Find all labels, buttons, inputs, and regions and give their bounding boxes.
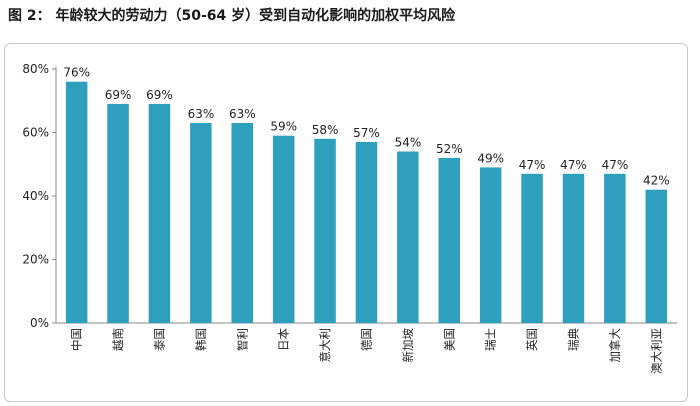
bar-chart: 0% 20% 40% 60% 80% 76% 中国 69% 越南 69% 泰国 63% 韩国 63% 智利 5… bbox=[22, 62, 677, 374]
bar bbox=[645, 189, 667, 323]
y-tick-label: 0% bbox=[30, 316, 49, 330]
y-tick-label: 60% bbox=[22, 126, 49, 140]
y-tick-label: 20% bbox=[22, 253, 49, 267]
bar-value-label: 57% bbox=[353, 126, 380, 140]
bar bbox=[479, 167, 502, 323]
x-category-label: 澳大利亚 bbox=[649, 328, 663, 374]
x-category-label: 美国 bbox=[442, 328, 456, 351]
bar-value-label: 59% bbox=[270, 120, 297, 134]
bar bbox=[314, 138, 336, 323]
bar-value-label: 47% bbox=[519, 158, 546, 172]
bar bbox=[438, 157, 460, 323]
bar bbox=[272, 135, 295, 323]
bar bbox=[355, 142, 378, 323]
bar-value-label: 76% bbox=[63, 66, 90, 80]
x-category-label: 韩国 bbox=[194, 328, 208, 351]
x-category-label: 德国 bbox=[360, 328, 374, 351]
y-tick-label: 40% bbox=[22, 189, 49, 203]
bar-value-label: 63% bbox=[229, 107, 256, 121]
bar-value-label: 49% bbox=[477, 151, 504, 165]
y-tick-label: 80% bbox=[22, 62, 49, 76]
chart-frame: 0% 20% 40% 60% 80% 76% 中国 69% 越南 69% 泰国 63% 韩国 63% 智利 5… bbox=[4, 43, 688, 402]
bar-value-label: 47% bbox=[602, 158, 629, 172]
bar bbox=[521, 173, 543, 323]
bar bbox=[562, 173, 585, 323]
x-category-label: 英国 bbox=[525, 328, 539, 351]
bar-value-label: 47% bbox=[560, 158, 587, 172]
bar bbox=[148, 103, 171, 324]
x-category-label: 越南 bbox=[111, 328, 125, 351]
bar bbox=[231, 123, 253, 323]
bar bbox=[65, 81, 88, 323]
x-category-label: 瑞典 bbox=[567, 328, 581, 351]
bar bbox=[107, 103, 129, 324]
bar-value-label: 69% bbox=[146, 88, 173, 102]
x-category-label: 智利 bbox=[235, 328, 249, 351]
x-category-label: 意大利 bbox=[318, 328, 332, 363]
x-category-label: 瑞士 bbox=[484, 328, 498, 351]
bar-value-label: 52% bbox=[436, 142, 463, 156]
x-category-label: 日本 bbox=[277, 328, 291, 351]
bar-value-label: 58% bbox=[312, 123, 339, 137]
x-category-label: 加拿大 bbox=[608, 328, 622, 363]
x-category-label: 泰国 bbox=[153, 328, 167, 351]
bar-value-label: 63% bbox=[188, 107, 215, 121]
bar-value-label: 42% bbox=[643, 174, 670, 188]
bar bbox=[190, 123, 212, 323]
figure-title: 图 2： 年龄较大的劳动力（50-64 岁）受到自动化影响的加权平均风险 bbox=[8, 8, 456, 24]
x-category-label: 中国 bbox=[70, 328, 84, 351]
x-category-label: 新加坡 bbox=[401, 328, 415, 363]
bar-value-label: 54% bbox=[395, 136, 422, 150]
bar bbox=[397, 151, 419, 323]
bar-value-label: 69% bbox=[105, 88, 132, 102]
bar bbox=[604, 173, 626, 323]
